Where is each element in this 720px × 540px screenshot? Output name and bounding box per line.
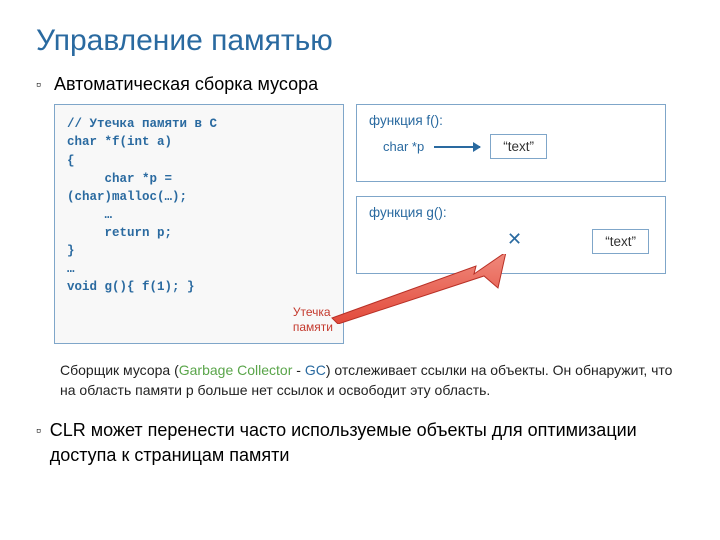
code-box: // Утечка памяти в C char *f(int a) { ch…	[54, 104, 344, 344]
title-text: Управление памятью	[36, 24, 333, 57]
leak-label: Утечка памяти	[293, 305, 333, 335]
func-f-title: функция f():	[369, 113, 655, 128]
gc-green: Garbage Collector	[179, 362, 293, 378]
bullet-1-text: Автоматическая сборка мусора	[54, 72, 318, 96]
right-column: функция f(): char *p “text” функция g():…	[356, 104, 666, 344]
gc-blue: GC	[305, 362, 326, 378]
diagram-area: // Утечка памяти в C char *f(int a) { ch…	[54, 104, 684, 344]
bullet-marker: ▫	[36, 72, 54, 92]
func-g-title: функция g():	[369, 205, 655, 220]
func-f-box: функция f(): char *p “text”	[356, 104, 666, 182]
cross-icon: ✕	[507, 229, 522, 250]
func-g-obj: “text”	[592, 229, 649, 254]
gc-paragraph: Сборщик мусора (Garbage Collector - GC) …	[60, 360, 684, 401]
arrow-icon	[434, 146, 480, 148]
bullet-marker: ▫	[36, 418, 50, 438]
bullet-2: ▫ CLR может перенести часто используемые…	[36, 418, 684, 467]
func-f-obj: “text”	[490, 134, 547, 159]
code-lines: // Утечка памяти в C char *f(int a) { ch…	[67, 117, 217, 294]
gc-dash: -	[292, 362, 304, 378]
bullet-2-text: CLR может перенести часто используемые о…	[50, 418, 684, 467]
func-g-box: функция g(): ✕ “text”	[356, 196, 666, 274]
func-f-var: char *p	[383, 139, 424, 154]
func-f-body: char *p “text”	[383, 134, 655, 159]
slide-title: Управление памятью	[36, 24, 684, 58]
gc-pre: Сборщик мусора (	[60, 362, 179, 378]
bullet-1: ▫ Автоматическая сборка мусора	[36, 72, 684, 96]
